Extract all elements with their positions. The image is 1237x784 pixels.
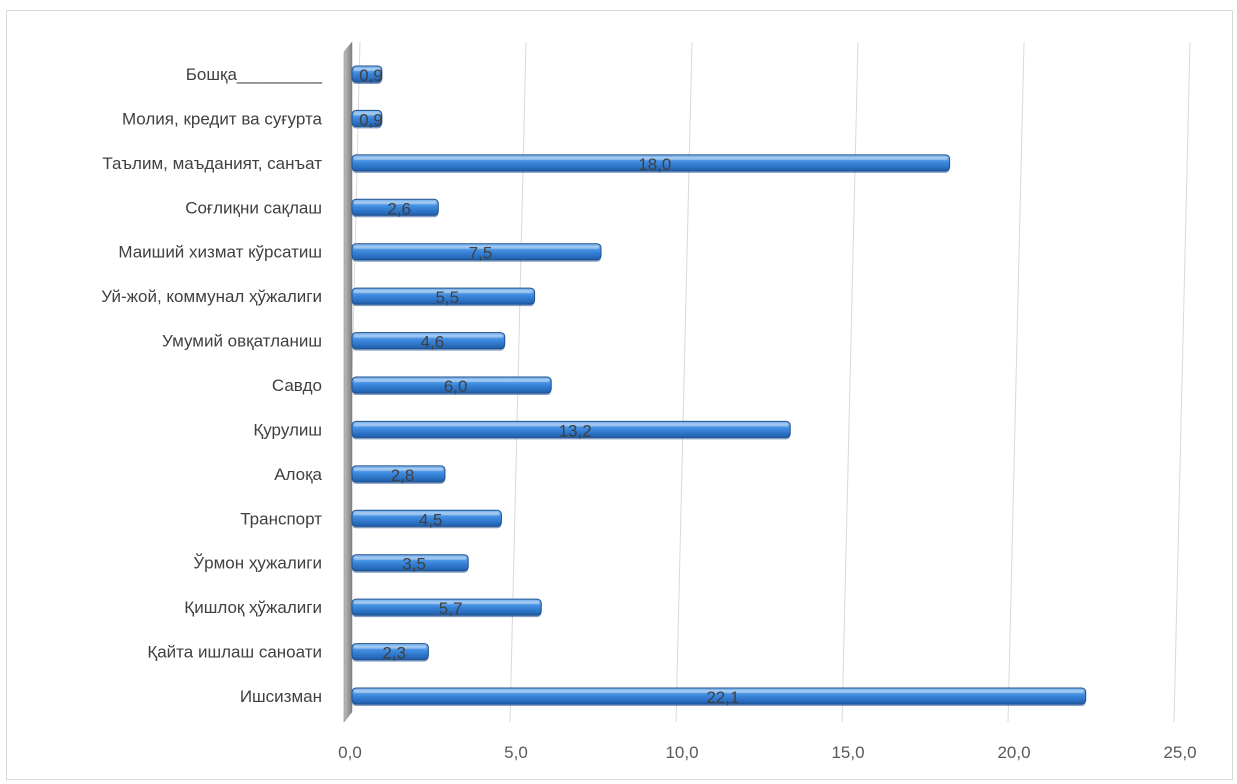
category-label: Ўрмон ҳужалиги	[193, 553, 322, 573]
bar	[351, 598, 542, 618]
axis-wall	[343, 41, 353, 723]
category-label: Соғлиқни сақлаш	[185, 198, 322, 217]
data-label: 3,5	[402, 555, 426, 574]
category-label: Уй-жой, коммунал ҳўжалиги	[101, 287, 322, 306]
bar	[351, 154, 951, 173]
category-label: Молия, кредит ва суғурта	[122, 109, 323, 128]
data-label: 7,5	[469, 244, 493, 263]
data-label: 18,0	[638, 155, 671, 174]
bar	[351, 687, 1087, 706]
category-label: Умумий овқатланиш	[162, 332, 322, 351]
data-labels: 22,1 2,3 5,7 3,5 4,5 2,8 13,2 6,0 4,6 5,5 7,5 2,6 18…	[359, 66, 739, 707]
category-label: Таълим, маъданият, санъат	[102, 154, 322, 173]
data-label: 5,7	[439, 599, 463, 618]
bar	[351, 465, 446, 484]
data-label: 4,5	[419, 510, 443, 529]
x-tick-label: 10,0	[665, 743, 698, 762]
bar	[351, 376, 552, 395]
category-label: Савдо	[272, 376, 322, 395]
data-label: 22,1	[706, 688, 739, 707]
bar	[351, 198, 439, 218]
x-tick-label: 0,0	[338, 743, 362, 762]
chart-frame	[6, 10, 1233, 780]
y-axis-wall	[343, 41, 353, 723]
data-label: 4,6	[421, 333, 445, 352]
category-label: Қайта ишлаш саноати	[147, 643, 322, 662]
data-label: 0,9	[359, 110, 383, 129]
gridline	[1007, 41, 1025, 723]
x-tick-label: 25,0	[1163, 743, 1196, 762]
gridline	[841, 41, 859, 723]
data-label: 5,5	[435, 288, 459, 307]
gridline	[675, 41, 693, 723]
gridline	[1173, 41, 1191, 723]
data-label: 2,3	[382, 644, 406, 663]
bar	[351, 509, 502, 529]
data-label: 2,8	[391, 466, 415, 485]
bar	[351, 643, 429, 662]
category-label: Қишлоқ ҳўжалиги	[184, 598, 322, 617]
bar	[351, 554, 469, 573]
category-label: Бошқа_________	[186, 65, 323, 84]
bar	[351, 243, 602, 262]
bar	[351, 420, 791, 440]
bar	[351, 332, 506, 351]
data-label: 0,9	[359, 66, 383, 85]
category-label: Ишсизман	[240, 687, 322, 706]
category-label: Алоқа	[274, 465, 322, 484]
category-label: Транспорт	[240, 509, 322, 528]
category-label: Қурулиш	[253, 420, 322, 439]
x-tick-label: 20,0	[997, 743, 1030, 762]
category-label: Маиший хизмат кўрсатиш	[118, 243, 322, 262]
category-labels: Ишсизман Қайта ишлаш саноати Қишлоқ ҳўжали…	[101, 65, 322, 706]
bar	[351, 65, 383, 84]
x-tick-label: 5,0	[504, 743, 528, 762]
data-label: 13,2	[559, 421, 592, 440]
x-tick-label: 15,0	[831, 743, 864, 762]
bar	[351, 109, 383, 129]
bars-layer	[351, 65, 1087, 706]
bar	[351, 287, 536, 307]
data-label: 2,6	[387, 199, 411, 218]
x-tick-labels: 0,0 5,0 10,0 15,0 20,0 25,0	[338, 743, 1196, 762]
data-label: 6,0	[444, 377, 468, 396]
